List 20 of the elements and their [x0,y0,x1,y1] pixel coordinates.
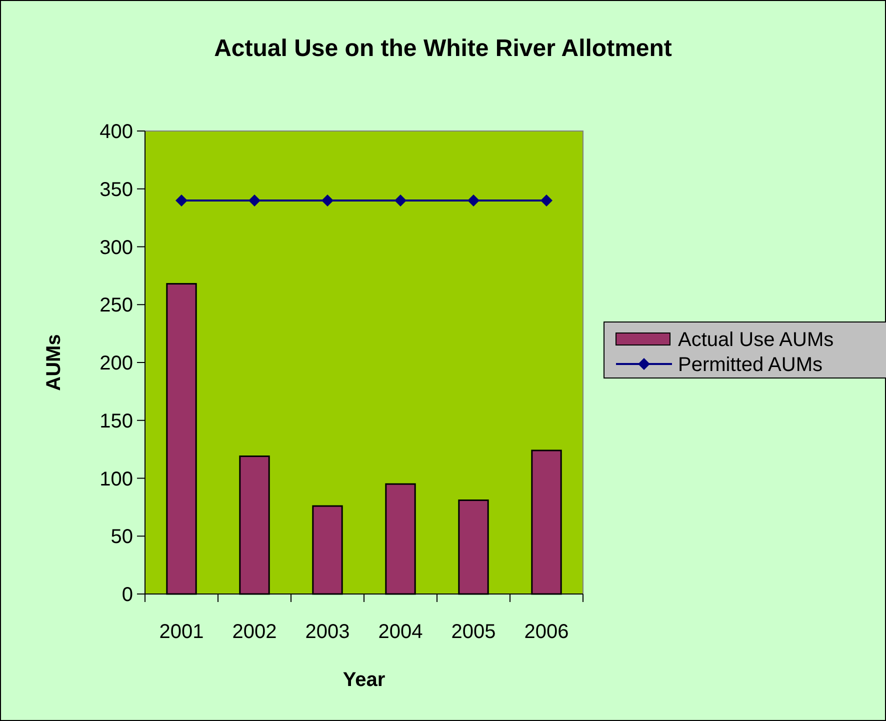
y-tick-label: 200 [100,352,133,374]
x-tick-label: 2001 [159,621,204,643]
x-tick-label: 2002 [232,621,277,643]
x-tick-label: 2005 [451,621,496,643]
y-axis-title: AUMs [43,334,65,391]
y-tick-label: 0 [122,584,133,606]
x-axis-title: Year [342,669,386,691]
y-tick-label: 350 [100,178,133,201]
chart-title: Actual Use on the White River Allotment [214,35,672,62]
x-tick-label: 2006 [524,621,569,643]
y-tick-label: 100 [100,468,133,490]
y-tick-label: 300 [100,236,133,259]
y-tick-label: 250 [100,294,133,317]
x-tick-label: 2003 [305,621,350,643]
y-tick-label: 400 [100,121,133,143]
x-tick-label: 2004 [378,621,423,643]
legend-label: Permitted AUMs [678,354,822,376]
legend-label: Actual Use AUMs [678,329,834,351]
y-tick-label: 150 [100,410,133,432]
y-tick-label: 50 [110,526,133,548]
